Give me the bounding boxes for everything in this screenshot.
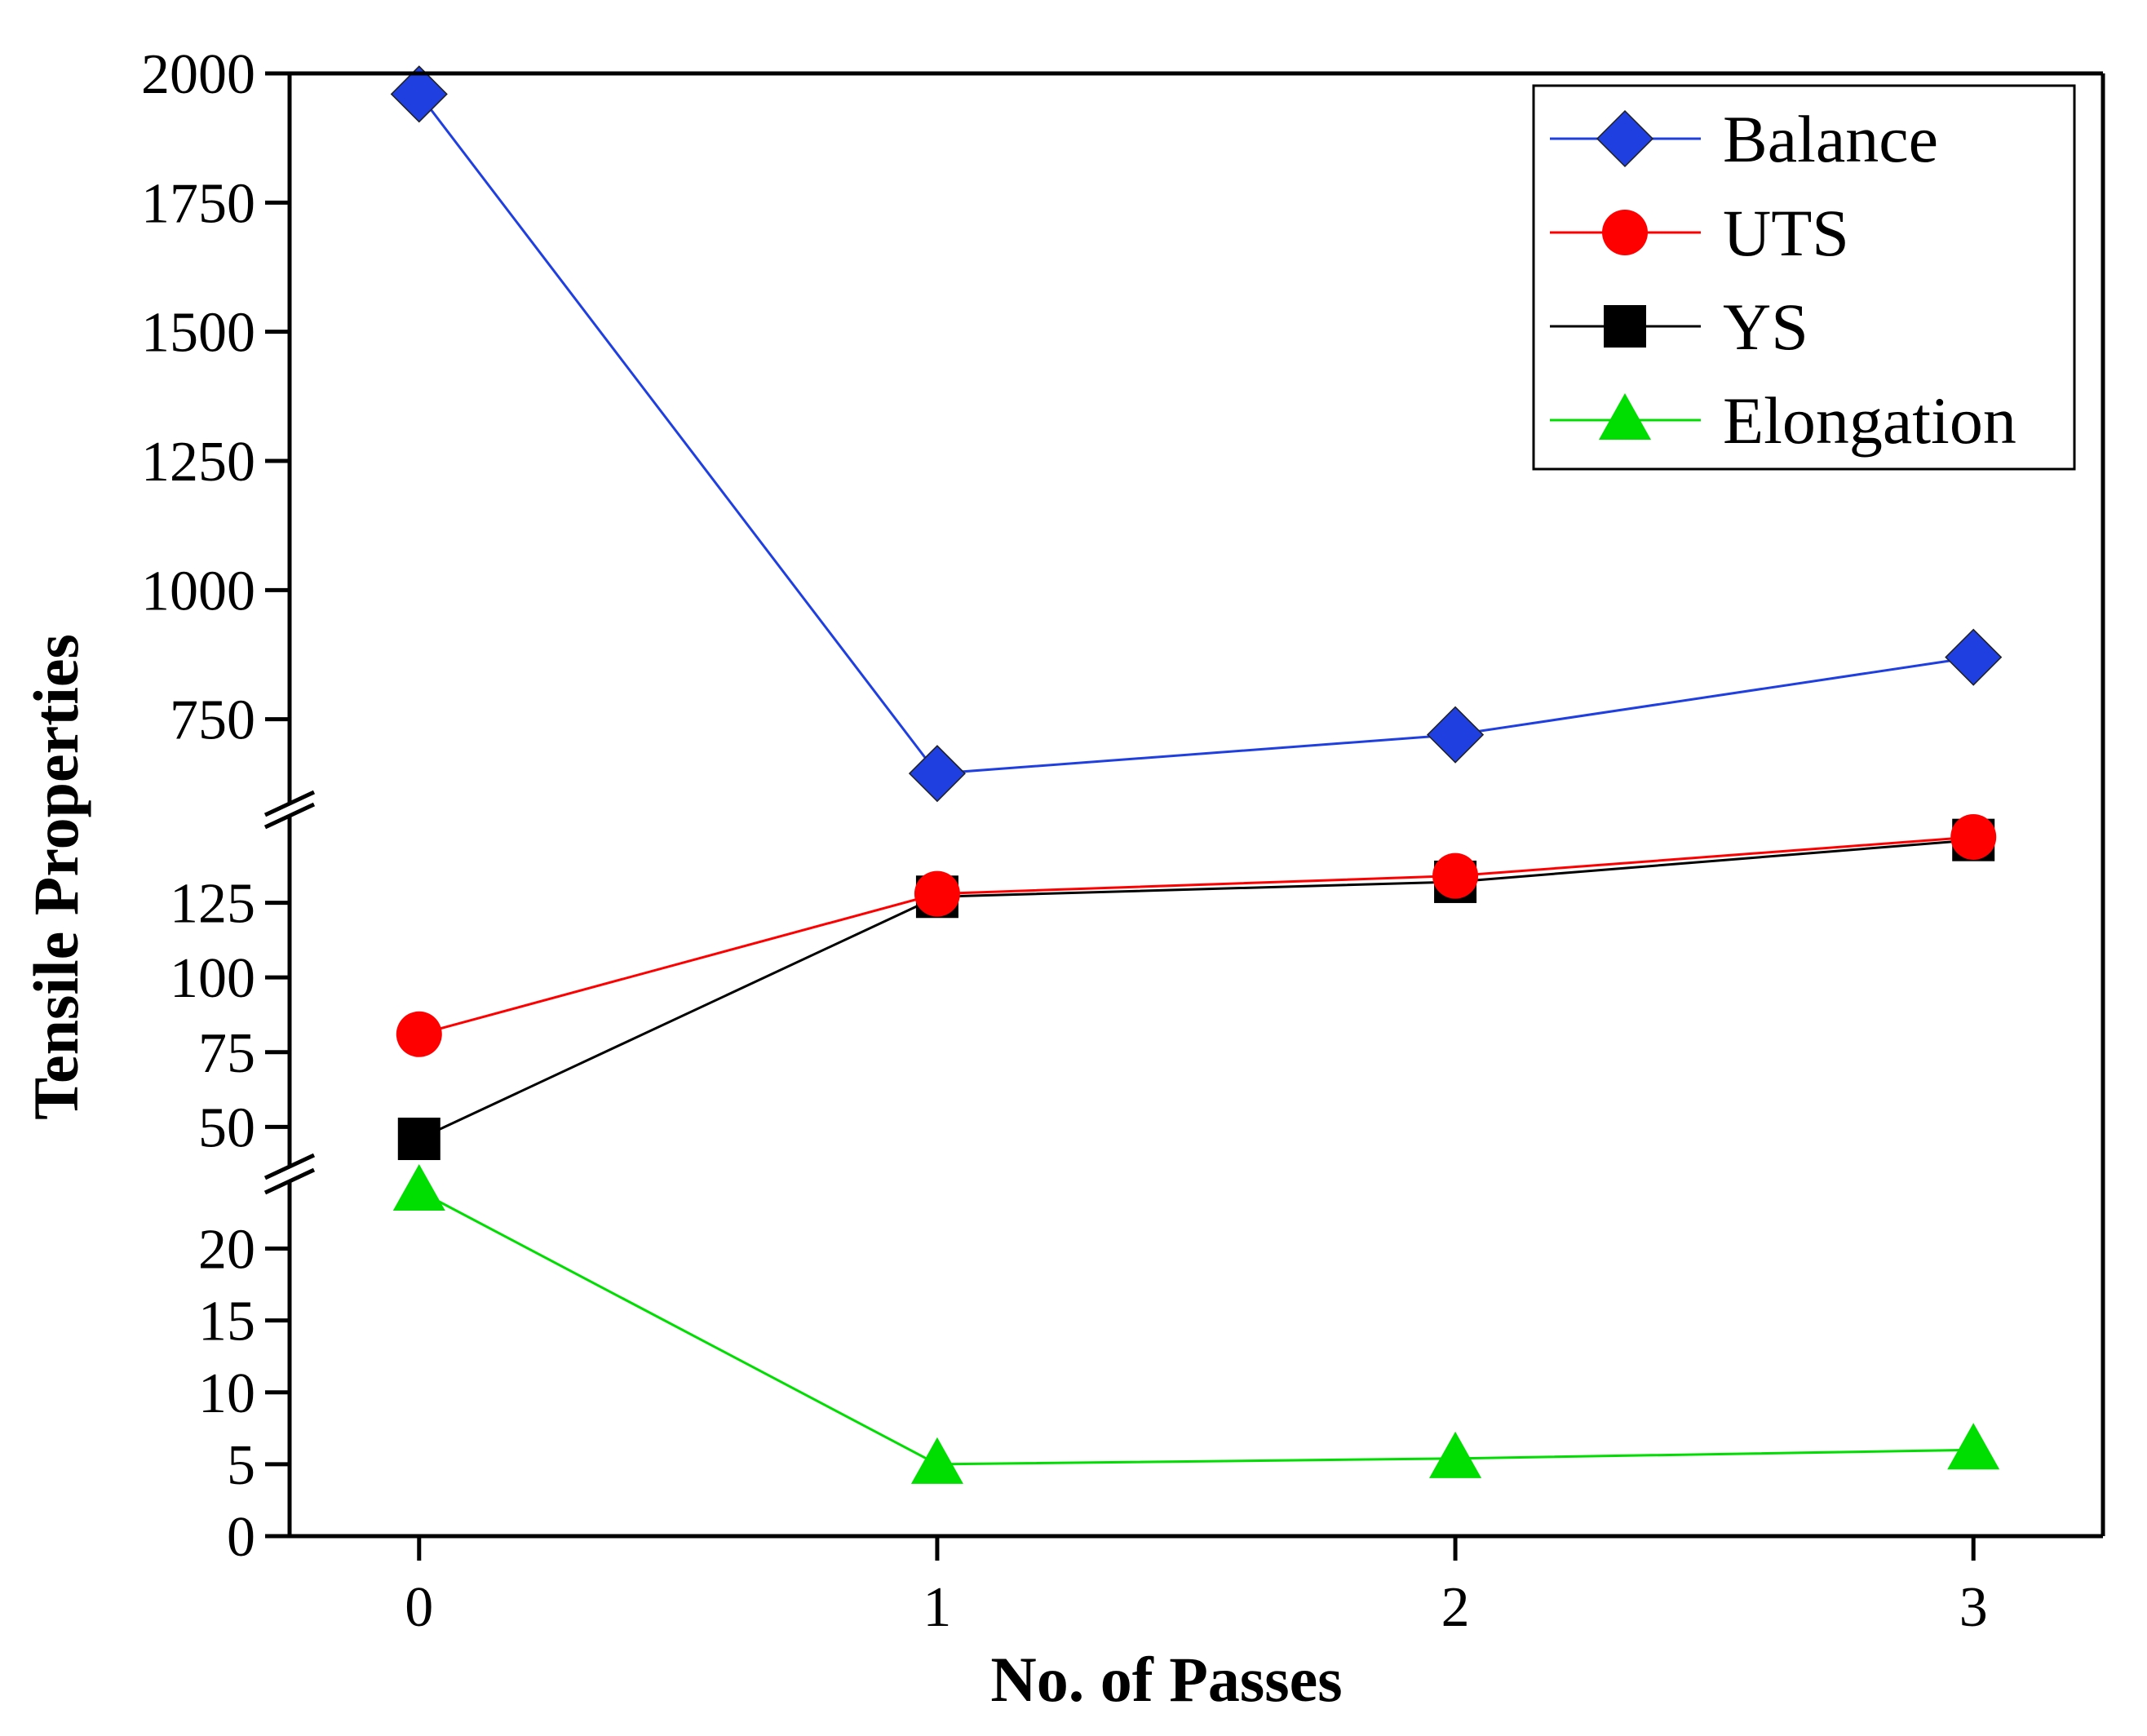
- y-tick-label: 10: [198, 1362, 255, 1425]
- legend-entry-uts: UTS: [1550, 196, 1849, 270]
- y-tick-label: 20: [198, 1219, 255, 1282]
- y-tick-label: 1250: [141, 431, 255, 494]
- y-tick-label: 100: [170, 947, 255, 1010]
- axis-break-mark: [263, 802, 316, 830]
- x-tick-label: 3: [1959, 1576, 1988, 1639]
- y-tick-label: 1500: [141, 302, 255, 365]
- y-tick-label: 1000: [141, 560, 255, 622]
- legend-marker-elongation: [1599, 393, 1651, 440]
- data-point-elongation: [1947, 1423, 2000, 1470]
- data-point-uts: [1432, 852, 1479, 899]
- series-balance: [390, 65, 2003, 803]
- y-tick-label: 0: [227, 1506, 255, 1569]
- axis-break-mark: [263, 1153, 316, 1180]
- series-line-balance: [418, 93, 1974, 775]
- y-tick-label: 2000: [141, 43, 255, 106]
- y-axis-title: Tensile Properties: [20, 634, 91, 1120]
- series-elongation: [392, 1164, 2000, 1484]
- y-tick-label: 15: [198, 1291, 255, 1353]
- series-layer: [390, 65, 2003, 1484]
- y-tick-label: 1750: [141, 172, 255, 235]
- x-tick-label: 0: [405, 1576, 433, 1639]
- y-tick-label: 750: [170, 689, 255, 752]
- legend-marker-uts: [1602, 210, 1648, 255]
- legend-marker-ys: [1604, 305, 1646, 348]
- x-tick-label: 2: [1441, 1576, 1470, 1639]
- legend-marker-balance: [1596, 109, 1654, 168]
- legend-entries: Balance UTS YS Elongation: [1550, 102, 2016, 458]
- legend-entry-balance: Balance: [1550, 102, 1938, 176]
- series-line-uts: [418, 835, 1974, 1036]
- series-line-ys: [418, 839, 1974, 1140]
- legend-entry-ys: YS: [1550, 290, 1808, 364]
- series-line-elongation: [418, 1189, 1974, 1466]
- data-point-elongation: [1429, 1431, 1482, 1478]
- axis-break-mark: [263, 790, 316, 817]
- axes: 0510152050751001257501000125015001750200…: [141, 43, 2105, 1639]
- data-point-balance: [1427, 706, 1485, 764]
- legend-entry-elongation: Elongation: [1550, 383, 2016, 458]
- data-point-balance: [908, 745, 966, 803]
- data-point-elongation: [910, 1437, 963, 1484]
- data-point-elongation: [392, 1164, 445, 1211]
- data-point-balance: [390, 65, 448, 123]
- data-point-balance: [1945, 628, 2003, 686]
- y-tick-label: 50: [198, 1096, 255, 1159]
- axis-break-mark: [263, 1167, 316, 1195]
- data-point-ys: [397, 1118, 440, 1161]
- legend-label: YS: [1723, 290, 1808, 364]
- legend: Balance UTS YS Elongation: [1532, 84, 2076, 471]
- legend-label: Elongation: [1723, 383, 2016, 458]
- data-point-uts: [914, 870, 960, 917]
- y-tick-label: 75: [198, 1022, 255, 1085]
- data-point-uts: [396, 1011, 442, 1057]
- x-axis-title: No. of Passes: [990, 1644, 1342, 1715]
- legend-label: Balance: [1723, 102, 1938, 176]
- series-uts: [396, 813, 1997, 1057]
- y-tick-label: 5: [227, 1434, 255, 1497]
- data-point-uts: [1950, 813, 1997, 860]
- y-tick-label: 125: [170, 873, 255, 936]
- legend-label: UTS: [1723, 196, 1849, 270]
- x-tick-label: 1: [923, 1576, 951, 1639]
